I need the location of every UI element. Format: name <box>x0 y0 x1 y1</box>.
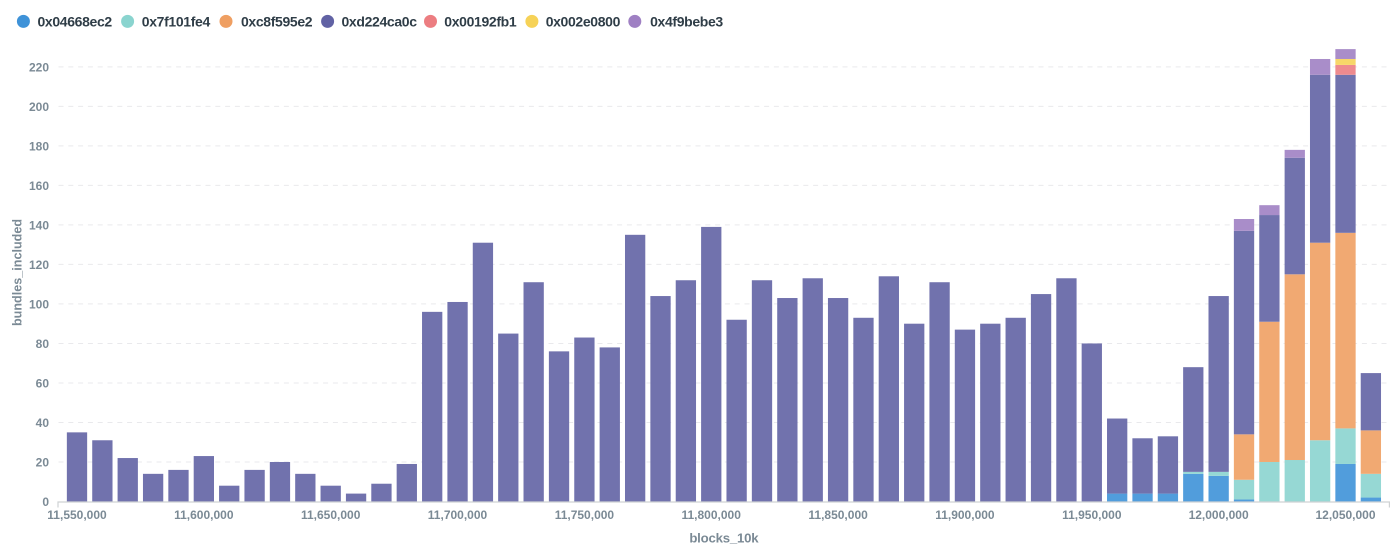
svg-text:120: 120 <box>29 258 49 272</box>
svg-text:0: 0 <box>42 495 49 509</box>
svg-text:11,650,000: 11,650,000 <box>301 508 361 522</box>
svg-text:12,050,000: 12,050,000 <box>1315 508 1375 522</box>
svg-text:0x7f101fe4: 0x7f101fe4 <box>142 13 211 29</box>
svg-text:bundles_included: bundles_included <box>11 219 25 326</box>
svg-text:11,850,000: 11,850,000 <box>808 508 868 522</box>
svg-text:0x4f9bebe3: 0x4f9bebe3 <box>650 13 723 29</box>
svg-text:11,700,000: 11,700,000 <box>428 508 488 522</box>
svg-text:0x002e0800: 0x002e0800 <box>546 13 621 29</box>
svg-text:60: 60 <box>36 377 50 391</box>
svg-text:140: 140 <box>29 219 49 233</box>
svg-text:20: 20 <box>36 456 50 470</box>
svg-text:200: 200 <box>29 100 49 114</box>
svg-text:0x00192fb1: 0x00192fb1 <box>444 13 517 29</box>
svg-text:180: 180 <box>29 140 49 154</box>
svg-text:220: 220 <box>29 61 49 75</box>
svg-text:11,750,000: 11,750,000 <box>555 508 615 522</box>
svg-text:80: 80 <box>36 337 50 351</box>
svg-text:40: 40 <box>36 416 50 430</box>
svg-text:100: 100 <box>29 298 49 312</box>
svg-text:12,000,000: 12,000,000 <box>1189 508 1249 522</box>
svg-text:11,900,000: 11,900,000 <box>935 508 995 522</box>
svg-text:11,600,000: 11,600,000 <box>174 508 234 522</box>
svg-text:160: 160 <box>29 179 49 193</box>
svg-text:0xc8f595e2: 0xc8f595e2 <box>241 13 313 29</box>
svg-text:11,950,000: 11,950,000 <box>1062 508 1122 522</box>
svg-text:0xd224ca0c: 0xd224ca0c <box>342 13 418 29</box>
svg-text:11,800,000: 11,800,000 <box>681 508 741 522</box>
svg-text:0x04668ec2: 0x04668ec2 <box>38 13 113 29</box>
svg-text:blocks_10k: blocks_10k <box>689 531 759 546</box>
svg-text:11,550,000: 11,550,000 <box>47 508 107 522</box>
